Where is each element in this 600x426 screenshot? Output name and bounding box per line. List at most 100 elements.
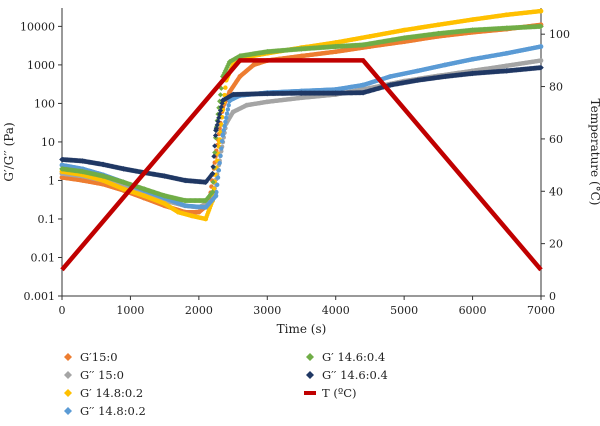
x-tick-label: 4000 [322, 304, 350, 317]
data-point [298, 90, 305, 96]
series-point [222, 92, 227, 98]
data-point [202, 197, 209, 204]
data-point [401, 35, 407, 41]
legend-swatch [64, 353, 72, 361]
data-point [182, 203, 188, 209]
data-point [435, 30, 442, 37]
data-point [333, 49, 339, 55]
data-point [100, 173, 106, 179]
y-right-tick-label: 20 [549, 238, 563, 251]
data-point [59, 175, 65, 180]
y-right-tick-label: 0 [549, 290, 556, 303]
series-layer [59, 8, 544, 272]
data-point [415, 77, 421, 84]
data-point [220, 73, 226, 80]
y-left-tick-label: 10 [41, 136, 55, 149]
data-point [182, 197, 188, 204]
data-point [209, 189, 216, 195]
series-point [218, 104, 224, 110]
data-point [264, 99, 270, 105]
series-point [214, 189, 219, 195]
data-point [230, 109, 236, 115]
y-left-tick-label: 0.001 [24, 290, 56, 303]
data-point [360, 89, 366, 96]
data-point [264, 48, 271, 55]
legend-layer: G′15:0 G′′ 15:0 G′ 14.8:0.2 G′′ 14.8:0.2 G′ … [64, 350, 388, 418]
legend-label: G′ 14.6:0.4 [322, 350, 385, 364]
series-point [215, 175, 221, 180]
data-point [298, 46, 305, 52]
data-point [401, 27, 407, 33]
data-point [230, 91, 236, 98]
data-point [196, 209, 202, 215]
data-point [435, 22, 441, 28]
series-point [211, 153, 217, 159]
legend-label: G′15:0 [80, 350, 118, 364]
series-point [225, 107, 231, 112]
data-point [189, 213, 195, 219]
labels-layer: 0 1000 2000 3000 4000 5000 6000 70000.0010.010.… [2, 20, 600, 336]
legend-swatch [306, 371, 314, 379]
legend-label: G′′ 15:0 [80, 368, 124, 382]
data-point [264, 90, 271, 97]
y-left-tick-label: 1 [48, 174, 55, 187]
series-point [216, 168, 222, 173]
series-point [224, 115, 229, 120]
data-point [175, 209, 181, 215]
x-tick-label: 1000 [116, 304, 144, 317]
data-point [161, 173, 168, 179]
series-point [219, 115, 225, 120]
data-point [141, 193, 147, 199]
data-point [237, 74, 243, 79]
data-point [80, 178, 85, 183]
y-left-tick-label: 1000 [27, 59, 55, 72]
data-point [504, 12, 510, 18]
legend-item: T (ºC) [304, 386, 357, 400]
legend-item: G′′ 15:0 [64, 368, 124, 382]
legend-label: G′ 14.8:0.2 [80, 386, 143, 400]
y-left-tick-label: 0.01 [31, 251, 56, 264]
data-point [299, 53, 304, 59]
legend-label: G′′ 14.8:0.2 [80, 404, 146, 418]
legend-item: G′ 14.8:0.2 [64, 386, 143, 400]
series-4 [59, 23, 544, 204]
series-point [219, 139, 225, 144]
data-point [503, 25, 510, 31]
legend-swatch [306, 353, 314, 361]
data-point [470, 56, 475, 62]
y-right-tick-label: 40 [549, 185, 563, 198]
legend-label: G′′ 14.6:0.4 [322, 368, 388, 382]
data-point [367, 33, 373, 39]
axes-layer [58, 8, 545, 300]
data-point [59, 156, 65, 163]
legend-swatch [64, 389, 72, 397]
series-point [210, 164, 216, 170]
data-point [332, 90, 339, 96]
data-point [333, 40, 339, 45]
data-point [470, 17, 475, 22]
data-point [79, 158, 86, 164]
series-point [214, 122, 220, 128]
data-point [360, 82, 366, 88]
series-point [212, 149, 218, 156]
data-point [504, 63, 510, 69]
series-point [217, 111, 223, 117]
data-point [360, 42, 366, 48]
data-point [442, 73, 448, 80]
x-tick-label: 2000 [185, 304, 213, 317]
legend-item: G′′ 14.6:0.4 [306, 368, 388, 382]
series-5 [59, 64, 544, 186]
series-point [212, 132, 219, 139]
series-point [217, 107, 224, 114]
series-point [226, 103, 231, 108]
data-point [227, 89, 233, 95]
series-point [217, 160, 222, 166]
series-point [223, 85, 228, 90]
data-point [388, 74, 393, 79]
data-point [141, 186, 147, 192]
data-point [538, 44, 544, 49]
series-point [219, 146, 224, 151]
data-point [538, 23, 544, 30]
series-point [223, 119, 228, 125]
legend-item: G′ 14.6:0.4 [306, 350, 385, 364]
